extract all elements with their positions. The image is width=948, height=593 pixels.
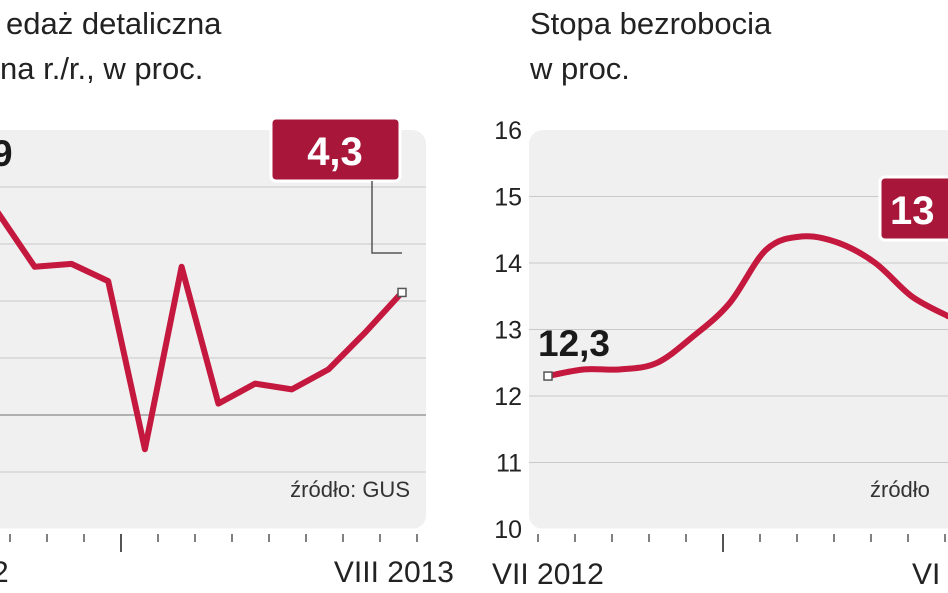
- retail-callout-leader: [371, 181, 402, 254]
- unemployment-x-ticks: [537, 534, 946, 552]
- unemployment-end-callout: 13: [878, 175, 948, 242]
- retail-end-callout: 4,3: [269, 116, 402, 254]
- unemployment-start-marker: [543, 371, 553, 381]
- unemployment-end-callout-box: [878, 175, 948, 242]
- retail-x-start-label: 2: [0, 556, 9, 589]
- retail-subtitle: na r./r., w proc.: [0, 51, 203, 86]
- retail-plot-area: [0, 130, 426, 529]
- unemployment-subtitle: w proc.: [529, 51, 630, 86]
- unemployment-y-tick-label: 16: [494, 117, 522, 145]
- retail-end-marker: [397, 287, 407, 298]
- unemployment-x-start-label: VII 2012: [492, 558, 604, 591]
- unemployment-series: [543, 233, 948, 381]
- unemployment-y-tick-label: 14: [494, 250, 522, 278]
- retail-sales-chart: edaż detaliczna na r./r., w proc. 9 4,3 …: [0, 6, 454, 589]
- unemployment-y-tick-label: 13: [494, 317, 522, 345]
- unemployment-x-end-label: VI: [912, 558, 940, 591]
- unemployment-y-tick-label: 12: [494, 383, 522, 411]
- retail-title: edaż detaliczna: [6, 6, 222, 41]
- unemployment-line: [545, 233, 948, 379]
- unemployment-end-label: 13: [890, 189, 935, 233]
- unemployment-source: źródło: [870, 477, 930, 502]
- retail-x-ticks: [9, 534, 418, 552]
- unemployment-y-tick-label: 11: [496, 450, 522, 478]
- retail-end-label: 4,3: [307, 130, 363, 174]
- retail-gridlines: [0, 186, 426, 473]
- unemployment-y-tick-label: 10: [494, 516, 522, 544]
- unemployment-y-tick-label: 15: [494, 184, 522, 212]
- retail-x-end-label: VIII 2013: [334, 556, 454, 589]
- unemployment-y-ticks: 10 11 12 13 14 15 16: [494, 117, 522, 544]
- retail-source: źródło: GUS: [290, 477, 410, 502]
- retail-series: [0, 210, 407, 453]
- unemployment-start-label: 12,3: [538, 323, 610, 364]
- unemployment-title: Stopa bezrobocia: [530, 6, 772, 41]
- retail-end-callout-box: [269, 116, 402, 183]
- retail-line: [0, 210, 405, 453]
- retail-start-label: 9: [0, 133, 13, 174]
